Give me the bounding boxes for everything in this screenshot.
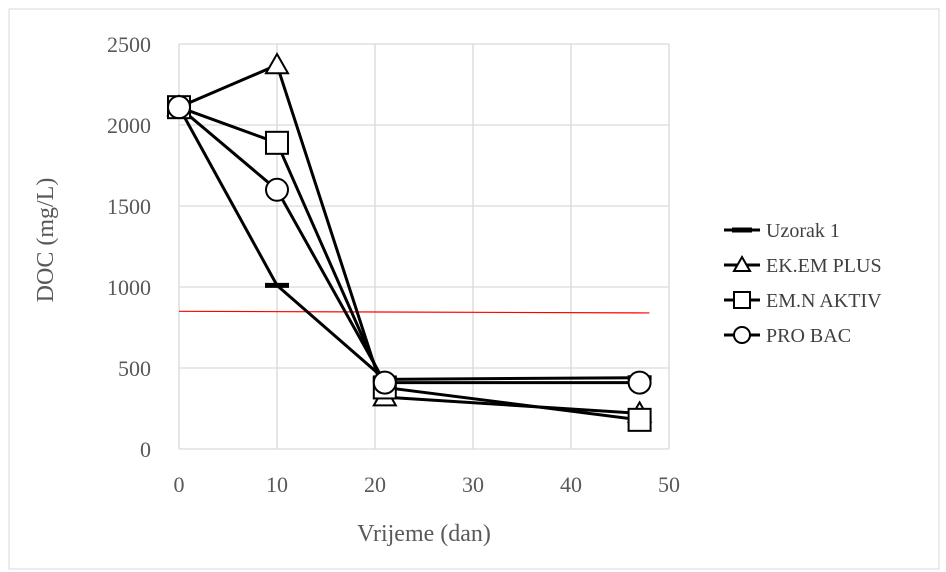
legend-item: Uzorak 1	[724, 220, 840, 242]
y-tick-label: 0	[140, 437, 151, 462]
series-line	[178, 63, 640, 415]
y-tick-label: 1500	[107, 194, 151, 219]
legend-label: EK.EM PLUS	[766, 255, 882, 277]
series-line	[177, 106, 640, 381]
x-tick-label: 50	[658, 472, 680, 497]
circle-marker	[167, 95, 191, 120]
series-square	[178, 105, 640, 422]
legend-label: PRO BAC	[766, 325, 851, 347]
y-tick-labels: 0 500 1000 1500 2000 2500	[107, 32, 151, 462]
series-markers-circle	[167, 95, 652, 395]
triangle-marker	[732, 254, 752, 272]
legend: Uzorak 1 EK.EM PLUS EM.N AKTIV PRO BAC	[724, 220, 882, 347]
x-tick-label: 10	[266, 472, 288, 497]
y-tick-label: 1000	[107, 275, 151, 300]
square-marker	[627, 407, 652, 432]
legend-item: EM.N AKTIV	[724, 290, 882, 312]
legend-label: Uzorak 1	[766, 220, 840, 242]
reference-line-group	[178, 310, 650, 314]
legend-item: PRO BAC	[724, 325, 851, 347]
y-tick-label: 2000	[107, 113, 151, 138]
series-line	[178, 105, 640, 422]
circle-marker	[627, 370, 652, 395]
legend-label: EM.N AKTIV	[766, 290, 882, 312]
x-tick-label: 40	[560, 472, 582, 497]
series-dash	[177, 106, 640, 381]
series-group	[166, 52, 653, 432]
series-circle	[178, 106, 640, 385]
square-marker	[265, 130, 289, 155]
triangle-marker	[264, 52, 290, 75]
x-tick-labels: 0 10 20 30 40 50	[174, 472, 681, 497]
chart-frame	[8, 8, 940, 570]
square-marker	[733, 291, 751, 309]
circle-marker	[372, 370, 397, 395]
series-triangle	[178, 63, 640, 415]
grid	[178, 43, 670, 450]
series-line	[178, 106, 640, 385]
circle-marker	[265, 177, 289, 202]
x-tick-label: 0	[174, 472, 185, 497]
x-tick-label: 20	[364, 472, 386, 497]
legend-item: EK.EM PLUS	[724, 254, 882, 277]
x-axis-title: Vrijeme (dan)	[357, 521, 491, 547]
x-tick-label: 30	[462, 472, 484, 497]
circle-marker	[733, 326, 751, 344]
y-tick-label: 2500	[107, 32, 151, 57]
y-axis-title: DOC (mg/L)	[33, 178, 59, 303]
y-tick-label: 500	[118, 356, 151, 381]
reference-line	[178, 310, 650, 314]
